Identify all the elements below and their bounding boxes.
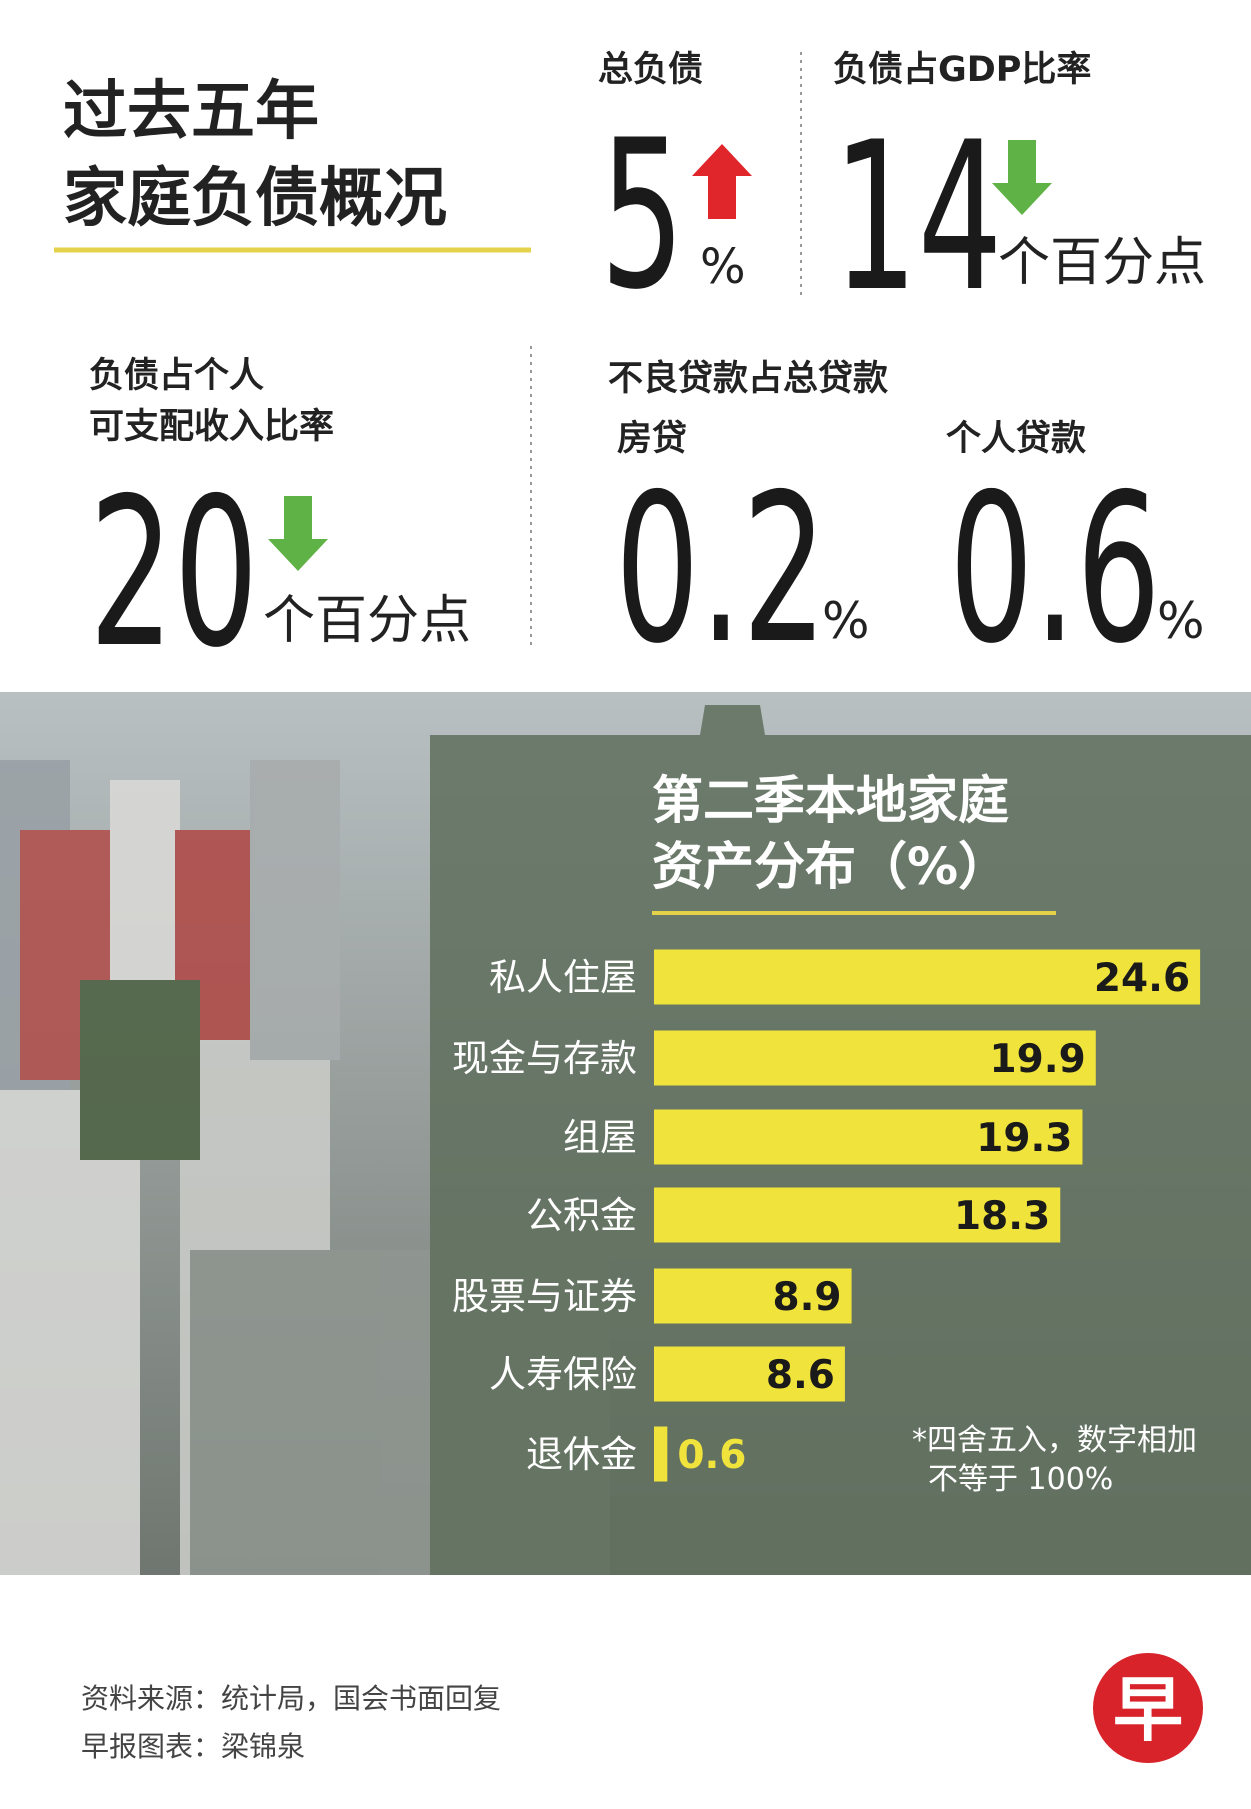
big-number: 0.6 [949,450,1161,688]
npl-unit: % [822,592,870,650]
arrow-down [268,496,328,571]
big-number: 0.2 [615,450,827,688]
title: 家庭负债概况 [63,162,447,236]
big-number: 14 [833,98,1003,336]
title: 过去五年 [63,75,319,149]
building [250,760,340,1060]
npl-unit: % [1157,592,1205,650]
bar [654,1030,1096,1086]
category-label: 公积金 [526,1194,637,1237]
arrow-up [692,144,752,219]
stat-label: 可支配收入比率 [89,407,334,447]
bar [654,1426,668,1482]
stat-unit: % [700,239,746,295]
value-label: 24.6 [1094,956,1190,1001]
trees [80,980,200,1160]
npl-label: 房贷 [617,419,687,459]
logo [1093,1653,1203,1763]
bar [654,1187,1061,1243]
value-label: 8.9 [772,1275,841,1320]
value-label: 18.3 [954,1194,1050,1239]
stat-label: 总负债 [598,50,703,90]
bar [654,1268,852,1324]
category-label: 退休金 [526,1433,637,1476]
stat-unit: 个百分点 [998,233,1206,293]
category-label: 人寿保险 [489,1353,637,1396]
source: 资料来源：统计局，国会书面回复 [81,1682,501,1715]
bar [654,1109,1083,1165]
chart-note: 不等于 100% [928,1462,1113,1497]
npl-label: 个人贷款 [946,419,1086,459]
npl-title: 不良贷款占总贷款 [608,359,888,399]
value-label: 19.9 [990,1037,1086,1082]
stat-unit: 个百分点 [263,591,471,651]
value-label: 8.6 [766,1353,835,1398]
bar [654,1346,845,1402]
value-label: 19.3 [976,1116,1072,1161]
category-label: 私人住屋 [489,956,637,999]
stat-label: 负债占GDP比率 [833,50,1091,90]
logo-text: 早 [1113,1669,1183,1751]
chart-title: 资产分布（%） [652,838,1009,897]
value-label: 0.6 [677,1433,746,1478]
arrow-down [992,140,1052,215]
building [0,1090,140,1575]
big-number: 20 [89,454,259,692]
big-number: 5 [600,96,685,334]
category-label: 组屋 [563,1116,637,1159]
category-label: 现金与存款 [452,1037,637,1080]
chart-title: 第二季本地家庭 [652,772,1009,831]
category-label: 股票与证券 [452,1275,637,1318]
bar [654,949,1201,1005]
chart-note: *四舍五入，数字相加 [912,1423,1197,1458]
credit: 早报图表：梁锦泉 [81,1730,305,1763]
stat-label: 负债占个人 [89,356,264,396]
